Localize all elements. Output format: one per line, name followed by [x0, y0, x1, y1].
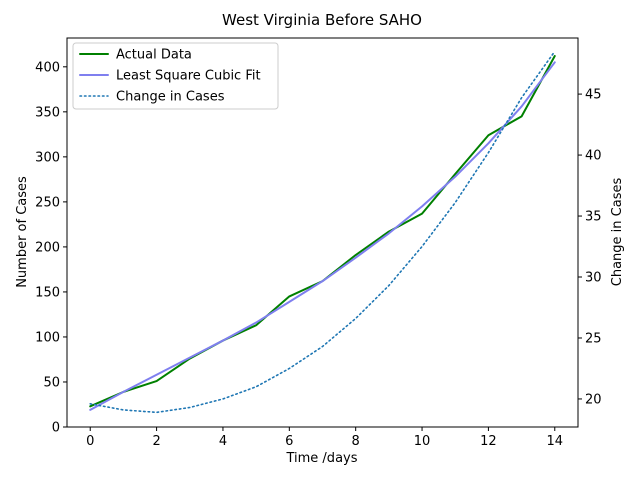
y-tick-label-6: 300 [35, 150, 60, 165]
y-tick-label-5: 250 [35, 195, 60, 210]
y2-axis-label: Change in Cases [610, 178, 625, 287]
y-axis-label: Number of Cases [15, 176, 30, 288]
y-tick-label-0: 0 [52, 421, 60, 436]
y2-tick-label-3: 35 [585, 210, 602, 225]
plot-frame [66, 37, 579, 428]
axes: 0 2 4 6 8 10 12 14 0 50 100 150 200 250 300 350 400 20 25 3… [35, 60, 601, 449]
legend-box [72, 42, 279, 110]
y-tick-label-3: 150 [35, 285, 60, 300]
legend-label-2: Change in Cases [116, 90, 225, 105]
y-tick-label-4: 200 [35, 240, 60, 255]
legend: Actual Data Least Square Cubic Fit Change … [72, 42, 279, 110]
y-tick-label-7: 350 [35, 105, 60, 120]
series-line-2 [89, 50, 556, 414]
x-tick-label-6: 12 [480, 434, 497, 449]
x-tick-label-2: 4 [219, 434, 227, 449]
y-tick-label-8: 400 [35, 60, 60, 75]
y2-tick-label-5: 45 [585, 88, 602, 103]
x-tick-label-1: 2 [152, 434, 160, 449]
y-tick-label-2: 100 [35, 330, 60, 345]
y2-tick-label-0: 20 [585, 392, 602, 407]
y2-tick-label-4: 40 [585, 149, 602, 164]
plot-area [89, 50, 556, 414]
y2-tick-label-1: 25 [585, 331, 602, 346]
chart-title: West Virginia Before SAHO [222, 11, 422, 29]
legend-label-1: Least Square Cubic Fit [116, 69, 261, 84]
y-tick-label-1: 50 [43, 375, 60, 390]
x-tick-label-4: 8 [352, 434, 360, 449]
x-tick-label-3: 6 [285, 434, 293, 449]
legend-label-0: Actual Data [116, 48, 192, 63]
x-tick-label-0: 0 [86, 434, 94, 449]
x-tick-label-5: 10 [414, 434, 431, 449]
y2-tick-label-2: 30 [585, 271, 602, 286]
x-axis-label: Time /days [285, 451, 357, 466]
x-tick-label-7: 14 [546, 434, 563, 449]
series-line-1 [89, 61, 556, 411]
